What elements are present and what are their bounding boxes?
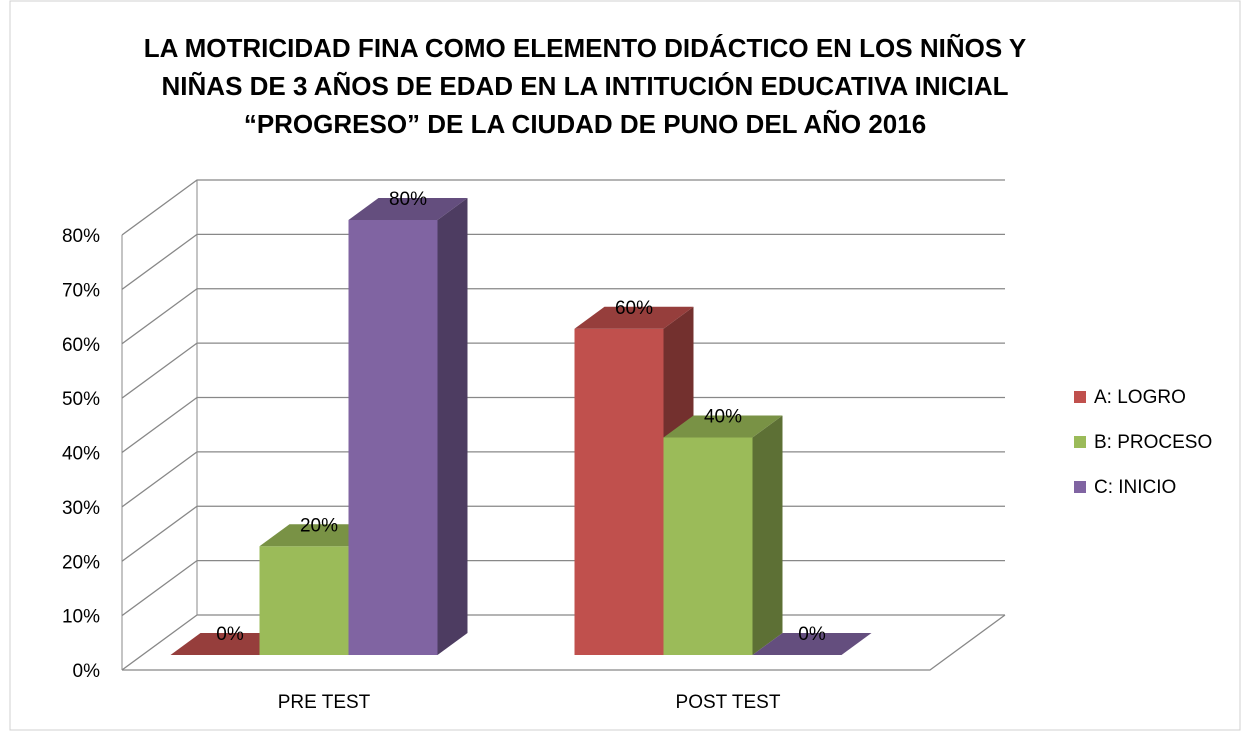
grid-line bbox=[121, 396, 1005, 454]
bar bbox=[663, 437, 753, 655]
legend-swatch bbox=[1074, 481, 1086, 493]
data-label: 0% bbox=[798, 624, 826, 645]
y-tick-label: 30% bbox=[62, 498, 100, 519]
bar-top bbox=[752, 633, 872, 655]
data-label: 0% bbox=[216, 624, 244, 645]
bar bbox=[348, 220, 438, 655]
grid-line bbox=[121, 342, 1005, 399]
x-tick-label: PRE TEST bbox=[278, 692, 371, 713]
bar-top bbox=[348, 198, 468, 220]
legend-label: A: LOGRO bbox=[1094, 387, 1186, 408]
grid-line bbox=[121, 233, 1005, 290]
bar-side bbox=[752, 415, 783, 655]
y-tick-label: 50% bbox=[62, 389, 100, 410]
legend-swatch bbox=[1074, 391, 1086, 403]
y-tick-label: 40% bbox=[62, 444, 100, 465]
y-tick-label: 0% bbox=[73, 661, 101, 682]
grid-line bbox=[121, 179, 1005, 236]
data-label: 80% bbox=[389, 189, 427, 210]
grid-line bbox=[121, 288, 1005, 345]
y-tick-label: 10% bbox=[62, 607, 100, 628]
y-tick-label: 70% bbox=[62, 280, 100, 301]
legend-label: B: PROCESO bbox=[1094, 432, 1212, 453]
bar-top bbox=[574, 306, 694, 329]
floor-edge bbox=[122, 614, 1006, 671]
x-tick-label: POST TEST bbox=[676, 692, 781, 713]
data-label: 40% bbox=[704, 407, 742, 428]
bar-top bbox=[663, 415, 783, 438]
legend-swatch bbox=[1074, 436, 1086, 448]
data-label: 60% bbox=[615, 298, 653, 319]
chart-title: NIÑAS DE 3 AÑOS DE EDAD EN LA INTITUCIÓN… bbox=[162, 71, 1009, 101]
chart-title: LA MOTRICIDAD FINA COMO ELEMENTO DIDÁCTI… bbox=[144, 33, 1027, 63]
y-tick-label: 20% bbox=[62, 552, 100, 573]
bar bbox=[574, 328, 664, 655]
y-tick-label: 80% bbox=[62, 226, 100, 247]
bar bbox=[259, 546, 349, 655]
bar-side bbox=[437, 198, 468, 655]
y-tick-label: 60% bbox=[62, 335, 100, 356]
chart-title: “PROGRESO” DE LA CIUDAD DE PUNO DEL AÑO … bbox=[244, 109, 926, 139]
legend-label: C: INICIO bbox=[1094, 477, 1176, 498]
data-label: 20% bbox=[300, 515, 338, 536]
